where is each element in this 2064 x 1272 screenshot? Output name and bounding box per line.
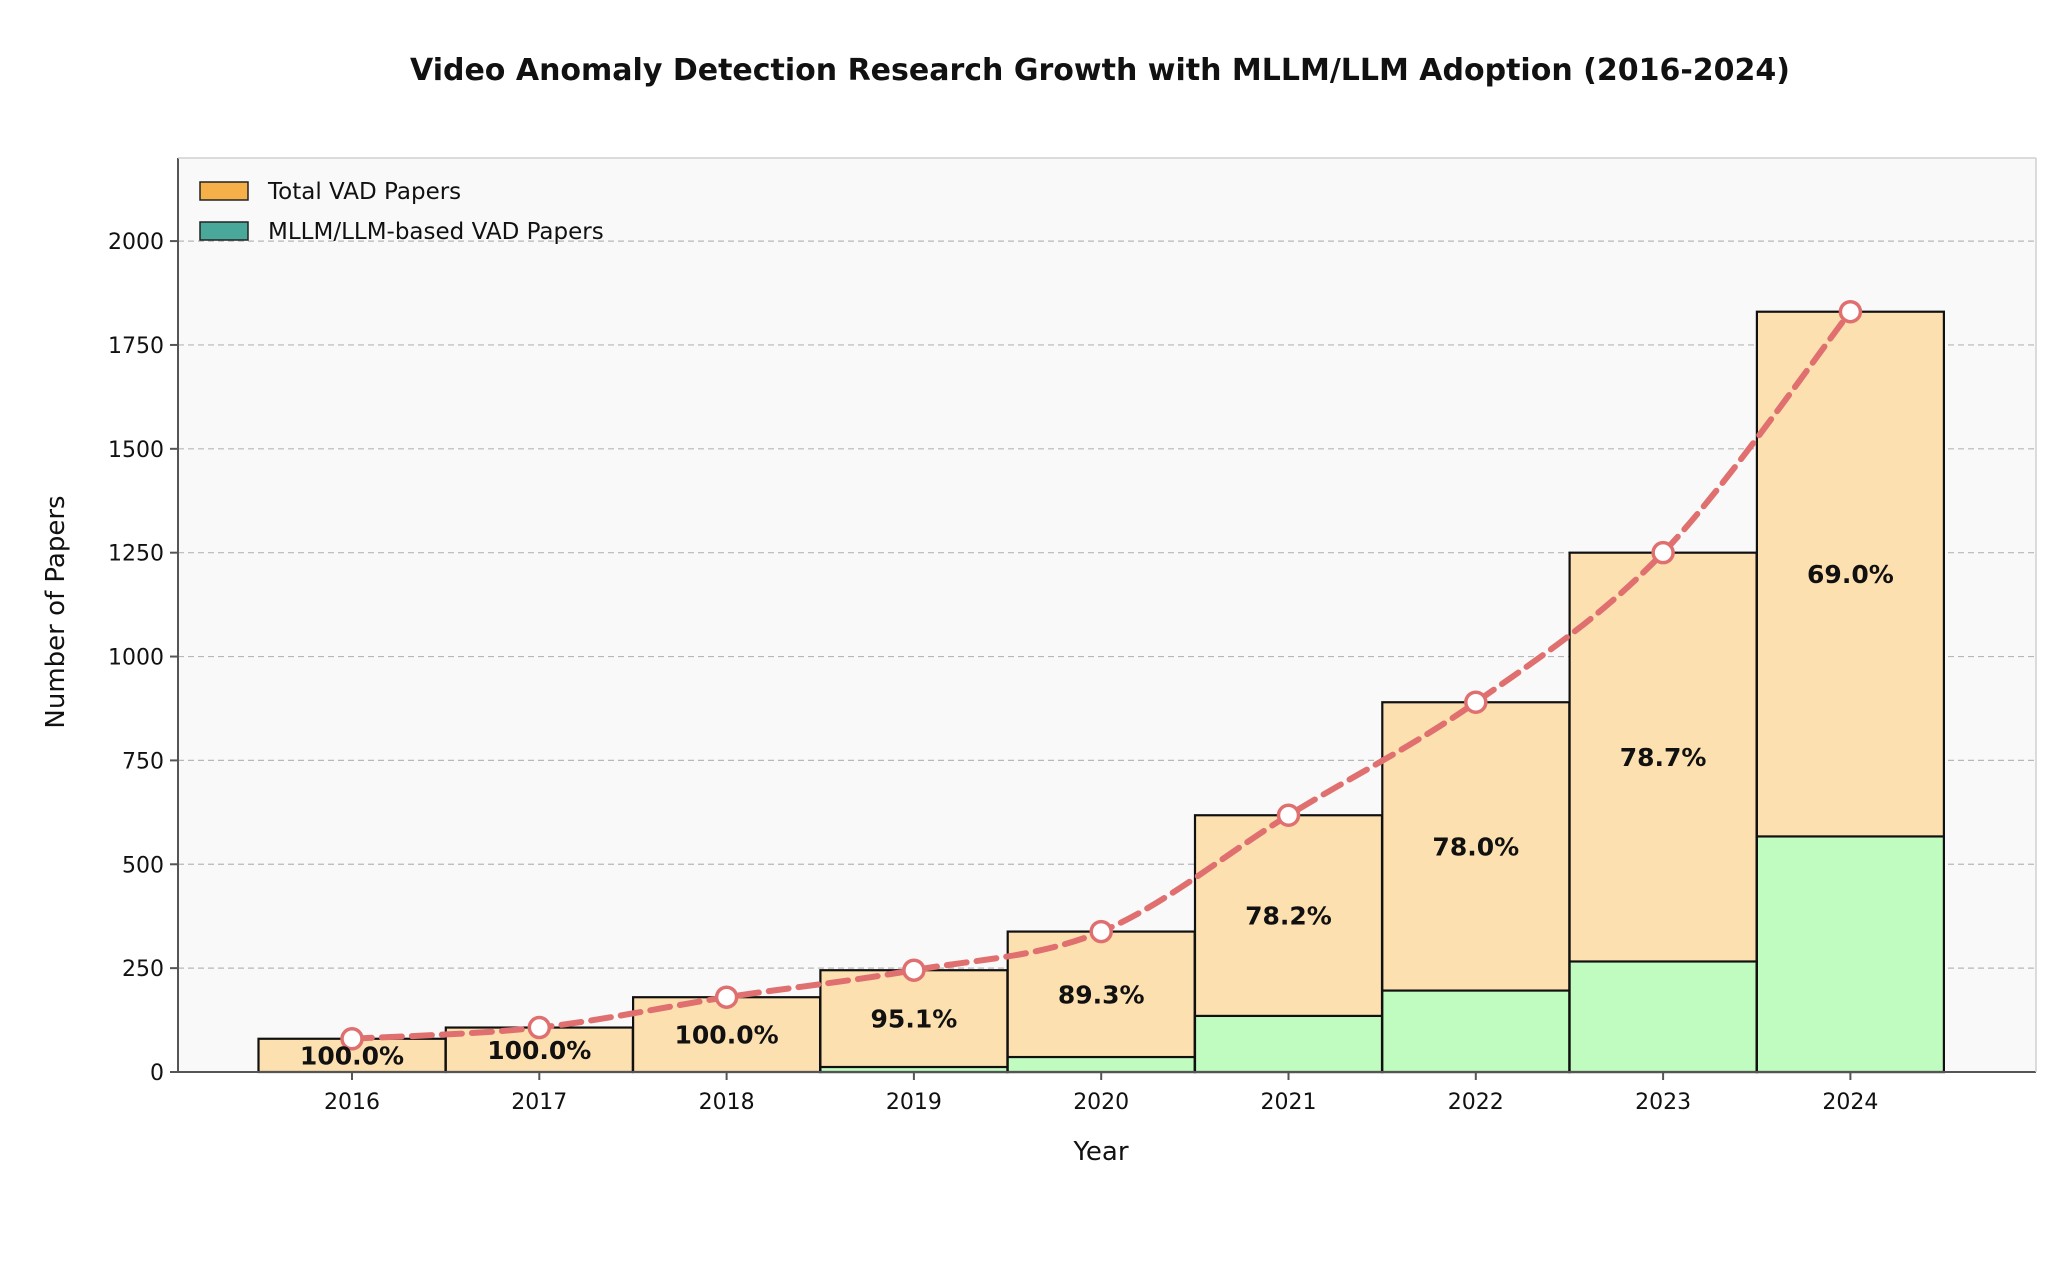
trend-line-path <box>349 308 1854 1042</box>
trend-point <box>714 985 739 1009</box>
data-label: 78.0% <box>1432 832 1519 861</box>
bar-mllm <box>1193 1014 1384 1074</box>
trend-point <box>1276 803 1301 827</box>
y-axis-label: Number of Papers <box>41 495 71 728</box>
x-tick-label: 2017 <box>511 1090 567 1115</box>
y-tick-label: 1250 <box>108 542 164 567</box>
data-label: 78.2% <box>1245 902 1332 931</box>
legend: Total VAD Papers MLLM/LLM-based VAD Paper… <box>199 179 604 245</box>
y-tick-label: 2000 <box>108 230 164 255</box>
y-tick-label: 500 <box>122 853 164 878</box>
bar-mllm <box>1755 835 1946 1074</box>
data-label: 69.0% <box>1807 560 1894 589</box>
x-tick-label: 2016 <box>324 1090 380 1115</box>
trend-point <box>902 958 926 982</box>
x-tick-label: 2024 <box>1822 1090 1878 1115</box>
y-tick-label: 0 <box>150 1061 164 1086</box>
tick-labels: 0 250 500 750 1000 1250 1500 1750 2000 2016 2017 20… <box>108 230 1878 1115</box>
trend-point <box>1464 690 1488 714</box>
bar-mllm <box>1381 989 1571 1074</box>
legend-swatch <box>199 221 249 241</box>
legend-label: Total VAD Papers <box>267 179 461 205</box>
x-tick-label: 2020 <box>1073 1090 1129 1115</box>
data-label: 89.3% <box>1058 980 1145 1009</box>
x-axis-label: Year <box>1072 1137 1128 1167</box>
data-label: 100.0% <box>300 1041 404 1070</box>
bars <box>257 310 1946 1074</box>
x-tick-label: 2023 <box>1635 1090 1691 1115</box>
x-tick-label: 2018 <box>699 1090 755 1115</box>
trend-point <box>1838 299 1863 324</box>
data-label: 95.1% <box>871 1005 958 1034</box>
legend-label: MLLM/LLM-based VAD Papers <box>268 219 604 245</box>
trend-point <box>1089 919 1113 944</box>
trend-point <box>527 1015 552 1040</box>
data-label: 78.7% <box>1620 743 1707 772</box>
bar-mllm <box>1006 1055 1196 1074</box>
y-tick-label: 1750 <box>108 334 164 359</box>
x-tick-label: 2019 <box>886 1090 942 1115</box>
data-label: 100.0% <box>487 1036 591 1065</box>
bar-mllm <box>1568 960 1758 1074</box>
trend-point <box>1651 540 1675 565</box>
chart-title: Video Anomaly Detection Research Growth … <box>410 53 1790 88</box>
x-tick-label: 2022 <box>1448 1090 1504 1115</box>
axes <box>177 157 2037 1073</box>
y-tick-label: 250 <box>122 957 164 982</box>
trend-point <box>340 1027 364 1051</box>
data-labels: 100.0% 100.0% 100.0% 95.1% 89.3% 78.2% 78.0% 78… <box>300 560 1894 1070</box>
data-label: 100.0% <box>675 1021 779 1050</box>
y-tick-label: 1500 <box>108 438 164 463</box>
x-tick-label: 2021 <box>1261 1090 1317 1115</box>
y-tick-label: 1000 <box>108 646 164 671</box>
legend-swatch <box>199 181 249 201</box>
y-tick-label: 750 <box>122 749 164 774</box>
trend-line <box>340 299 1863 1051</box>
